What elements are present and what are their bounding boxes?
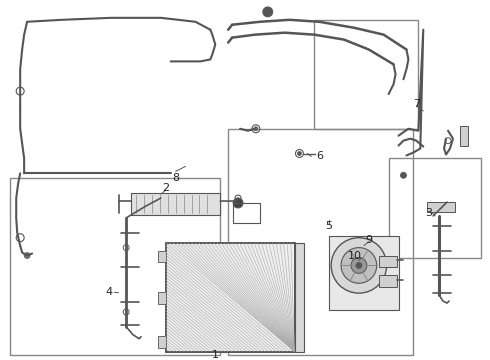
Text: 6: 6 bbox=[316, 152, 323, 162]
Bar bbox=[131, 193, 220, 215]
Circle shape bbox=[331, 238, 387, 293]
Circle shape bbox=[297, 152, 301, 156]
Bar bbox=[427, 202, 455, 212]
Bar bbox=[460, 126, 468, 145]
Text: 3: 3 bbox=[425, 208, 432, 218]
Text: 7: 7 bbox=[413, 99, 420, 109]
Bar bbox=[379, 275, 396, 287]
Circle shape bbox=[400, 172, 406, 178]
Bar bbox=[389, 158, 481, 257]
Circle shape bbox=[263, 7, 273, 17]
Text: 1: 1 bbox=[212, 350, 219, 360]
Text: 10: 10 bbox=[348, 251, 362, 261]
Bar bbox=[379, 256, 396, 267]
Bar bbox=[158, 292, 166, 304]
Bar bbox=[166, 243, 294, 352]
Circle shape bbox=[24, 253, 30, 258]
Text: 2: 2 bbox=[162, 183, 170, 193]
Text: 8: 8 bbox=[172, 173, 179, 183]
Circle shape bbox=[356, 262, 362, 269]
Circle shape bbox=[351, 257, 367, 273]
Bar bbox=[314, 20, 418, 129]
Bar bbox=[158, 251, 166, 262]
Bar bbox=[158, 336, 166, 348]
Text: 9: 9 bbox=[365, 235, 372, 245]
Circle shape bbox=[254, 127, 258, 131]
Bar bbox=[10, 178, 220, 355]
Bar bbox=[329, 236, 398, 310]
Bar bbox=[294, 243, 304, 352]
Circle shape bbox=[233, 198, 243, 208]
Text: 4: 4 bbox=[106, 287, 113, 297]
Text: 5: 5 bbox=[326, 221, 333, 231]
Circle shape bbox=[341, 248, 377, 283]
Bar bbox=[166, 243, 294, 352]
Bar bbox=[228, 129, 414, 355]
